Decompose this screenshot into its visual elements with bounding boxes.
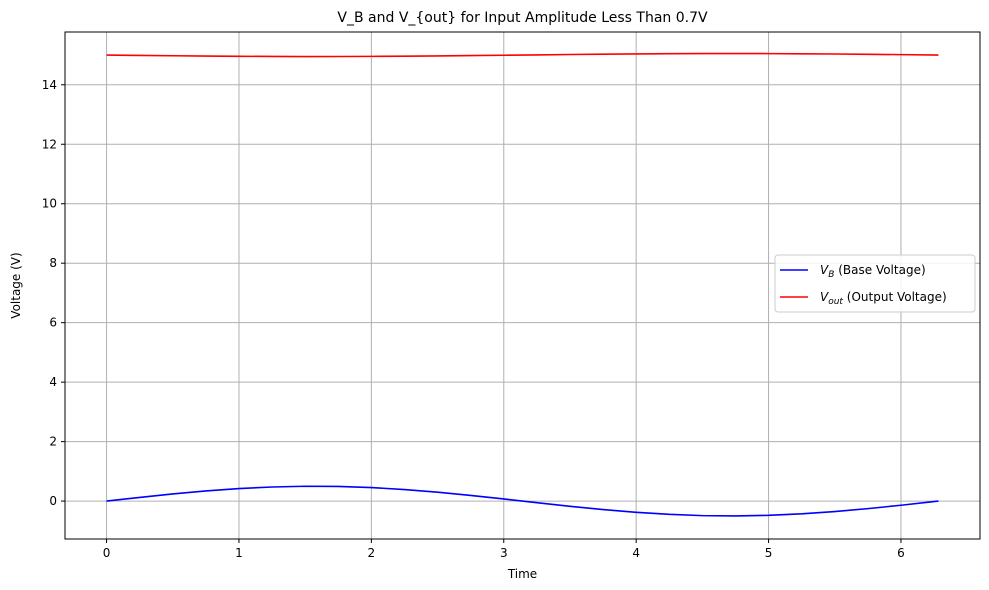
y-tick-label: 2 [49, 435, 57, 449]
legend-description: (Base Voltage) [834, 263, 925, 277]
y-tick-label: 14 [42, 78, 57, 92]
legend-symbol: V [820, 290, 829, 304]
legend-box [774, 254, 976, 313]
legend: VB (Base Voltage)Vout (Output Voltage) [774, 254, 976, 313]
x-tick-label: 0 [103, 546, 111, 560]
legend-subscript: out [828, 297, 843, 307]
x-tick-label: 2 [368, 546, 376, 560]
grid-layer [65, 32, 980, 539]
x-axis-label: Time [507, 567, 537, 581]
x-tick-label: 6 [897, 546, 905, 560]
x-tick-label: 5 [765, 546, 773, 560]
y-tick-label: 0 [49, 494, 57, 508]
legend-subscript: B [828, 270, 834, 280]
legend-description: (Output Voltage) [843, 290, 947, 304]
legend-symbol: V [820, 263, 829, 277]
x-tick-label: 4 [632, 546, 640, 560]
y-tick-label: 6 [49, 316, 57, 330]
legend-label-1: Vout (Output Voltage) [820, 290, 947, 307]
series-line-vout [106, 52, 939, 58]
plot-frame [64, 31, 981, 540]
series-layer [106, 52, 939, 517]
y-axis-label: Voltage (V) [9, 252, 23, 318]
x-tick-label: 3 [500, 546, 508, 560]
y-tick-label: 8 [49, 256, 57, 270]
y-tick-label: 12 [42, 137, 57, 151]
chart-title: V_B and V_{out} for Input Amplitude Less… [337, 10, 708, 26]
series-line-vb [106, 485, 939, 517]
x-tick-label: 1 [235, 546, 243, 560]
y-tick-label: 4 [49, 375, 57, 389]
y-tick-label: 10 [42, 197, 57, 211]
legend-label-0: VB (Base Voltage) [820, 263, 926, 280]
